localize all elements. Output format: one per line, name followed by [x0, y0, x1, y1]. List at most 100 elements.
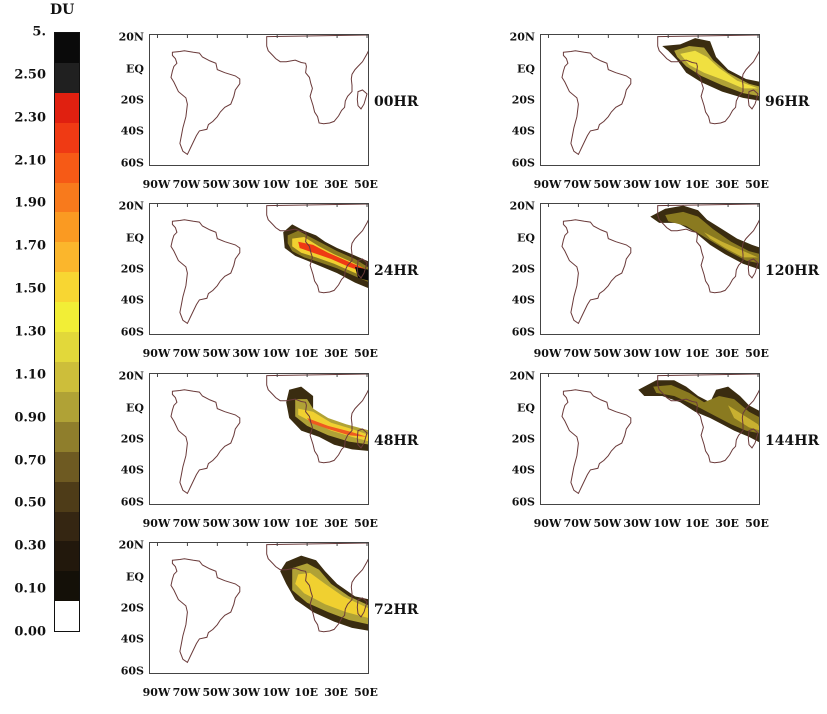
aerosol-contour: [653, 385, 759, 434]
colorbar-label: 1.50: [14, 281, 46, 297]
map-area: [540, 373, 760, 505]
longitude-label: 30E: [324, 517, 348, 530]
latitude-label: 40S: [511, 463, 535, 477]
latitude-label: 60S: [120, 664, 144, 678]
map-panel-24hr: 20N EQ 20S 40S 60S 90W 70W 50W 30W 10W 10E 30E 50E 24…: [106, 199, 419, 375]
colorbar-segment: [55, 62, 79, 93]
aerosol-contour: [638, 380, 759, 443]
longitude-label: 90W: [533, 347, 562, 360]
longitude-label: 30W: [232, 517, 261, 530]
latitude-label: 60S: [120, 495, 144, 509]
aerosol-contour: [298, 241, 367, 274]
south-america-coastline: [170, 219, 241, 325]
map-svg: [156, 543, 368, 664]
map-panel-120hr: 20N EQ 20S 40S 60S 90W 70W 50W 30W 10W 10E 30E 50E 12…: [497, 199, 819, 375]
longitude-label: 10W: [653, 347, 682, 360]
longitude-label: 30W: [623, 517, 652, 530]
map-panel-144hr: 20N EQ 20S 40S 60S 90W 70W 50W 30W 10W 10E 30E 50E 14…: [497, 369, 819, 545]
colorbar-label: 1.70: [14, 238, 46, 254]
latitude-label: 60S: [120, 325, 144, 339]
longitude-label: 90W: [142, 517, 171, 530]
latitude-label: 20S: [120, 432, 144, 446]
map-panel-96hr: 20N EQ 20S 40S 60S 90W 70W 50W 30W 10W 10E 30E 50E 96…: [497, 30, 810, 206]
colorbar-label: 1.30: [14, 324, 46, 340]
colorbar-label: 2.50: [14, 67, 46, 83]
colorbar-label: 2.30: [14, 110, 46, 126]
longitude-label: 30E: [324, 347, 348, 360]
map-svg: [156, 204, 368, 325]
latitude-label: 20N: [118, 369, 144, 383]
longitude-label: 70W: [172, 517, 201, 530]
south-america-coastline: [561, 219, 632, 325]
madagascar-coastline: [356, 258, 368, 279]
colorbar-label: 0.70: [14, 453, 46, 469]
latitude-label: 20N: [118, 199, 144, 213]
colorbar-segment: [55, 242, 79, 273]
madagascar-coastline: [747, 258, 759, 279]
colorbar-segment: [55, 511, 79, 542]
aerosol-contour: [728, 405, 759, 431]
longitude-label: 10E: [294, 178, 318, 191]
colorbar-label: 2.10: [14, 153, 46, 169]
longitude-label: 10W: [262, 178, 291, 191]
longitude-label: 90W: [533, 517, 562, 530]
latitude-label: EQ: [517, 231, 535, 245]
colorbar-label: 0.90: [14, 410, 46, 426]
longitude-label: 50E: [354, 347, 378, 360]
longitude-label: 50W: [593, 178, 622, 191]
colorbar-segment: [55, 391, 79, 422]
aerosol-contour: [307, 418, 367, 437]
longitude-label: 10E: [294, 517, 318, 530]
longitude-label: 70W: [172, 686, 201, 699]
madagascar-coastline: [356, 428, 368, 449]
colorbar-segment: [55, 332, 79, 362]
africa-coastline: [657, 374, 759, 464]
map-area: [540, 34, 760, 166]
colorbar-segment: [55, 302, 79, 333]
map-area: [149, 542, 369, 674]
longitude-label: 50E: [354, 178, 378, 191]
map-svg: [547, 35, 759, 156]
madagascar-coastline: [356, 597, 368, 618]
latitude-label: 20N: [509, 30, 535, 44]
latitude-label: 60S: [120, 156, 144, 170]
colorbar-label: 1.10: [14, 367, 46, 383]
longitude-label: 10E: [685, 517, 709, 530]
latitude-label: 20S: [511, 93, 535, 107]
longitude-label: 70W: [563, 347, 592, 360]
longitude-label: 10W: [653, 517, 682, 530]
forecast-hour-label: 96HR: [765, 94, 810, 110]
south-america-coastline: [561, 389, 632, 495]
longitude-label: 50W: [593, 347, 622, 360]
latitude-label: 20S: [511, 262, 535, 276]
colorbar-segment: [55, 152, 79, 183]
madagascar-coastline: [356, 89, 368, 110]
forecast-hour-label: 24HR: [374, 263, 419, 279]
aerosol-contour: [680, 50, 758, 89]
latitude-label: 40S: [511, 124, 535, 138]
madagascar-coastline: [747, 89, 759, 110]
map-area: [540, 203, 760, 335]
longitude-label: 50W: [202, 178, 231, 191]
colorbar-segment: [55, 92, 79, 123]
colorbar-segment: [55, 272, 79, 303]
africa-coastline: [266, 374, 368, 464]
africa-coastline: [266, 204, 368, 294]
map-svg: [547, 374, 759, 495]
colorbar-segment: [55, 481, 79, 512]
longitude-label: 50W: [202, 517, 231, 530]
longitude-label: 30E: [715, 347, 739, 360]
latitude-label: 60S: [511, 156, 535, 170]
south-america-coastline: [170, 389, 241, 495]
longitude-label: 30W: [232, 178, 261, 191]
forecast-hour-label: 72HR: [374, 602, 419, 618]
longitude-label: 50E: [745, 347, 769, 360]
latitude-label: EQ: [126, 401, 144, 415]
latitude-label: EQ: [126, 62, 144, 76]
longitude-label: 10W: [262, 347, 291, 360]
map-area: [149, 373, 369, 505]
map-panel-72hr: 20N EQ 20S 40S 60S 90W 70W 50W 30W 10W 10E 30E 50E 72…: [106, 538, 419, 714]
colorbar-segment: [55, 541, 79, 572]
longitude-label: 30W: [232, 347, 261, 360]
longitude-label: 10E: [685, 178, 709, 191]
